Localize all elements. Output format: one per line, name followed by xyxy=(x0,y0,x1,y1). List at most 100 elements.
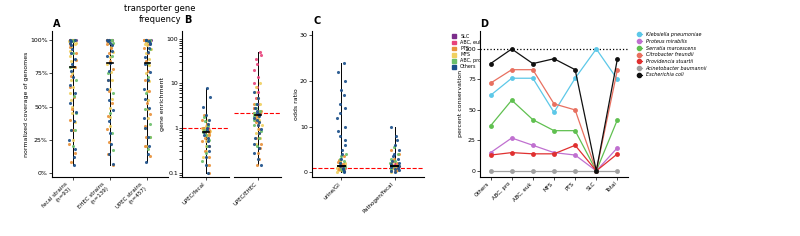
Point xyxy=(65,43,78,47)
Point xyxy=(198,131,211,134)
Point xyxy=(331,165,344,169)
Point xyxy=(334,161,346,165)
Point xyxy=(385,157,398,161)
Point xyxy=(67,38,80,42)
Point xyxy=(388,165,401,169)
Point xyxy=(253,136,266,140)
Point xyxy=(202,132,215,135)
Y-axis label: odds ratio: odds ratio xyxy=(294,88,298,120)
Point xyxy=(142,79,155,83)
Point xyxy=(67,85,80,88)
Y-axis label: gene enrichment: gene enrichment xyxy=(160,77,166,131)
Point xyxy=(392,161,405,165)
Point xyxy=(65,98,78,102)
Point xyxy=(138,62,151,66)
Point xyxy=(138,97,151,100)
Point xyxy=(66,129,79,132)
Point xyxy=(142,75,154,79)
Point xyxy=(106,41,119,45)
Point xyxy=(63,41,76,45)
Point xyxy=(144,135,157,139)
Point xyxy=(338,125,351,129)
Point xyxy=(198,126,210,130)
Point xyxy=(139,78,152,82)
Point xyxy=(334,157,347,161)
Point xyxy=(69,42,82,46)
Point xyxy=(254,81,266,84)
Point xyxy=(200,124,213,128)
Point xyxy=(334,166,346,170)
Point xyxy=(251,97,264,100)
Point xyxy=(101,62,114,66)
Point xyxy=(197,156,210,159)
Point xyxy=(144,38,157,42)
Point xyxy=(201,144,214,148)
Point xyxy=(387,166,400,170)
Point xyxy=(202,149,215,153)
Point xyxy=(69,129,82,132)
Point xyxy=(334,162,347,166)
Point xyxy=(332,167,345,171)
Point xyxy=(385,169,398,173)
Point xyxy=(254,109,266,113)
Point xyxy=(142,107,154,111)
Point xyxy=(102,39,114,43)
Point xyxy=(104,111,117,115)
Point xyxy=(250,57,262,61)
Legend: Klebsiella pneumoniae, Proteus mirabilis, Serratia marcescens, Citrobacter freun: Klebsiella pneumoniae, Proteus mirabilis… xyxy=(635,30,709,79)
Point xyxy=(390,165,403,169)
Point xyxy=(201,126,214,130)
Point xyxy=(102,152,115,156)
Point xyxy=(249,136,262,140)
Point xyxy=(389,162,402,166)
Point xyxy=(253,113,266,116)
Point xyxy=(390,139,403,142)
Point xyxy=(70,58,82,62)
Point xyxy=(384,162,397,166)
Point xyxy=(104,61,117,64)
Point xyxy=(332,160,345,164)
Point xyxy=(251,127,264,131)
Point xyxy=(68,119,81,123)
Point xyxy=(247,111,260,115)
Point xyxy=(198,127,210,131)
Point xyxy=(247,106,260,110)
Text: D: D xyxy=(481,19,489,30)
Point xyxy=(338,165,351,169)
Point xyxy=(202,118,215,122)
Point xyxy=(250,109,263,113)
Point xyxy=(198,149,211,153)
Point xyxy=(389,143,402,147)
Point xyxy=(102,39,115,43)
Point xyxy=(333,161,346,165)
Point xyxy=(70,51,82,55)
Point xyxy=(337,168,350,172)
Point xyxy=(143,38,156,42)
Point xyxy=(248,114,261,118)
Point xyxy=(66,75,79,79)
Point xyxy=(69,151,82,155)
Point xyxy=(202,126,214,130)
Point xyxy=(139,59,152,63)
Point xyxy=(106,148,119,152)
Point xyxy=(252,109,265,113)
Point xyxy=(65,59,78,63)
Point xyxy=(106,38,118,42)
Text: B: B xyxy=(184,15,191,25)
Point xyxy=(138,117,150,120)
Point xyxy=(251,145,264,148)
Point xyxy=(197,126,210,130)
Point xyxy=(64,129,77,132)
Point xyxy=(104,59,117,63)
Point xyxy=(387,159,400,163)
Point xyxy=(337,162,350,166)
Point xyxy=(338,79,351,83)
Point xyxy=(385,164,398,168)
Point xyxy=(253,131,266,135)
Point xyxy=(63,38,76,42)
Point xyxy=(64,129,77,132)
Point xyxy=(66,62,78,66)
Point xyxy=(106,49,119,53)
Point xyxy=(338,139,351,142)
Point xyxy=(138,87,150,91)
